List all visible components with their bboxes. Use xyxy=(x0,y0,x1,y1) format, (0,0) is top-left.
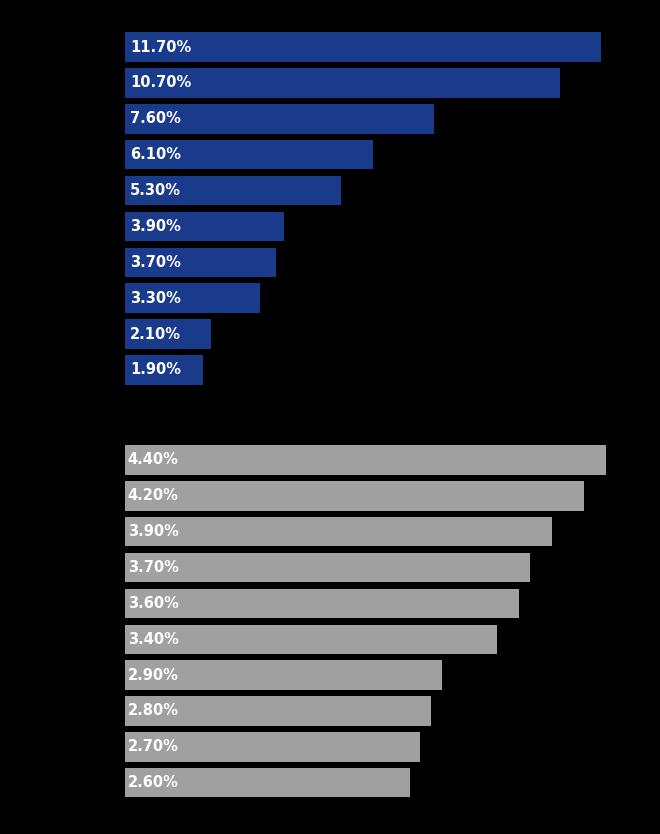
Text: 3.90%: 3.90% xyxy=(130,219,181,234)
Text: 3.90%: 3.90% xyxy=(127,525,178,539)
Text: 5.30%: 5.30% xyxy=(130,183,182,198)
Bar xyxy=(125,319,211,349)
Text: 1.90%: 1.90% xyxy=(130,363,182,377)
Bar xyxy=(125,517,552,546)
Bar xyxy=(125,212,284,241)
Bar xyxy=(125,445,607,475)
Bar xyxy=(125,481,584,510)
Text: 4.20%: 4.20% xyxy=(127,489,178,503)
Bar xyxy=(125,355,203,384)
Bar xyxy=(125,625,497,654)
Text: 2.60%: 2.60% xyxy=(127,776,178,790)
Bar xyxy=(125,68,560,98)
Text: 2.80%: 2.80% xyxy=(127,704,179,718)
Text: 2.70%: 2.70% xyxy=(127,740,178,754)
Text: 10.70%: 10.70% xyxy=(130,76,191,90)
Bar xyxy=(125,696,432,726)
Bar xyxy=(125,176,341,205)
Text: 2.10%: 2.10% xyxy=(130,327,182,341)
Bar xyxy=(125,661,442,690)
Bar xyxy=(125,104,434,133)
Text: 2.90%: 2.90% xyxy=(127,668,178,682)
Bar xyxy=(125,33,601,62)
Bar xyxy=(125,284,259,313)
Text: 3.70%: 3.70% xyxy=(127,560,178,575)
Bar xyxy=(125,589,519,618)
Bar xyxy=(125,248,276,277)
Text: 3.40%: 3.40% xyxy=(127,632,178,646)
Text: 3.70%: 3.70% xyxy=(130,255,181,269)
Bar xyxy=(125,140,374,169)
Text: 6.10%: 6.10% xyxy=(130,148,182,162)
Text: 4.40%: 4.40% xyxy=(127,453,178,467)
Text: 3.60%: 3.60% xyxy=(127,596,178,610)
Text: 11.70%: 11.70% xyxy=(130,40,191,54)
Text: 3.30%: 3.30% xyxy=(130,291,181,305)
Bar xyxy=(125,768,410,797)
Bar xyxy=(125,732,420,761)
Text: 7.60%: 7.60% xyxy=(130,112,181,126)
Bar xyxy=(125,553,530,582)
